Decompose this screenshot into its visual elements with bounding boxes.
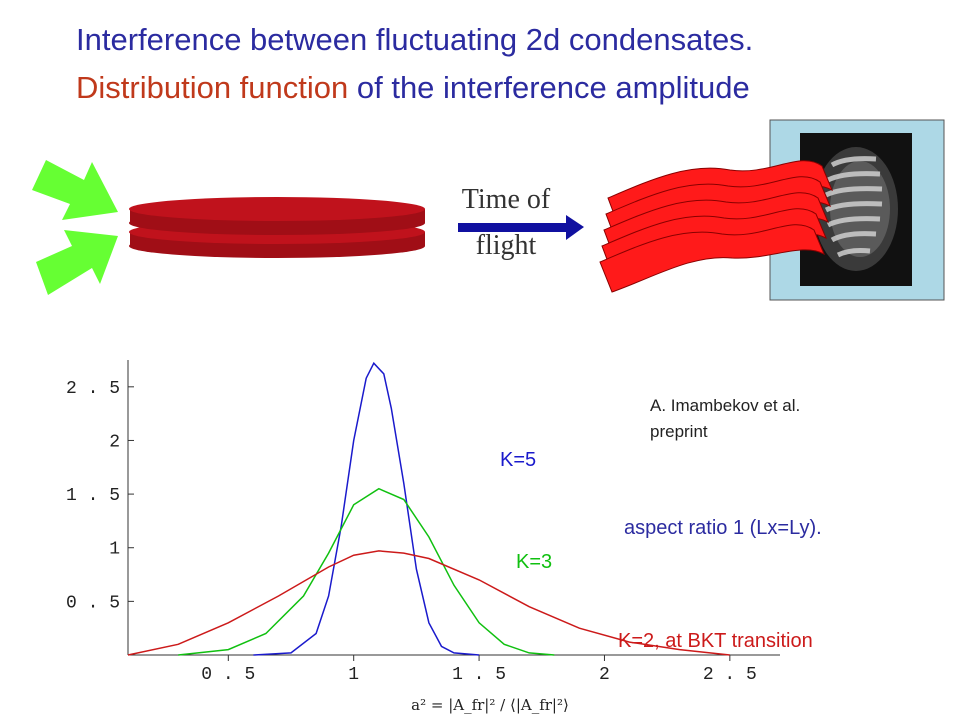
x-tick-label: 1 . 5 bbox=[452, 665, 506, 685]
time-of-flight-arrow bbox=[458, 215, 584, 240]
series-label-2: K=3 bbox=[516, 551, 552, 573]
series-line-2 bbox=[178, 487, 555, 656]
y-tick-label: 0 . 5 bbox=[66, 593, 120, 613]
absorption-image-frame bbox=[769, 119, 945, 301]
y-tick-label: 2 . 5 bbox=[66, 379, 120, 399]
laser-arrow-lower bbox=[36, 230, 118, 295]
title-line-2: Distribution function of the interferenc… bbox=[76, 70, 750, 106]
y-tick-label: 1 bbox=[109, 540, 120, 560]
title-highlight: Distribution function bbox=[76, 70, 349, 105]
condensate-illustration bbox=[32, 119, 945, 301]
x-tick-label: 2 bbox=[599, 665, 610, 685]
citation: A. Imambekov et al. preprint bbox=[650, 393, 800, 445]
citation-line-2: preprint bbox=[650, 422, 708, 441]
condensate-disk-upper bbox=[129, 197, 425, 235]
series-label-1: K=5 bbox=[500, 449, 536, 471]
expanded-sheets bbox=[599, 160, 834, 293]
x-tick-label: 2 . 5 bbox=[703, 665, 757, 685]
x-tick-label: 1 bbox=[348, 665, 359, 685]
series-line-1 bbox=[253, 361, 480, 656]
title-rest: of the interference amplitude bbox=[348, 70, 750, 105]
x-tick-label: 0 . 5 bbox=[201, 665, 255, 685]
laser-arrow-upper bbox=[32, 160, 118, 220]
title-line-1: Interference between fluctuating 2d cond… bbox=[76, 22, 754, 57]
y-tick-label: 1 . 5 bbox=[66, 486, 120, 506]
series-label-3: K=2, at BKT transition bbox=[618, 630, 813, 652]
aspect-ratio-note: aspect ratio 1 (Lx=Ly). bbox=[624, 517, 822, 539]
time-of-flight-label-line1: Time of bbox=[461, 184, 551, 215]
y-tick-label: 2 bbox=[109, 432, 120, 452]
series-line-3 bbox=[127, 550, 730, 656]
distribution-chart: 0 . 5 0 . 5 1 1 1 . 5 1 . 5 2 2 2 . 5 2 . 5 K=5 K=3… bbox=[66, 360, 813, 714]
x-axis-label: a² = |A_fr|² / ⟨|A_fr|²⟩ bbox=[411, 696, 569, 714]
citation-line-1: A. Imambekov et al. bbox=[650, 396, 801, 415]
time-of-flight-label-line2: flight bbox=[475, 230, 537, 261]
